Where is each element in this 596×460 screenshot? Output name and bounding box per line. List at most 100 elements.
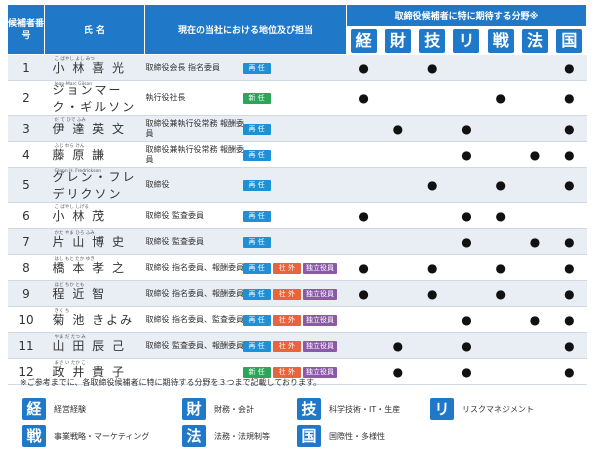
expectation-empty <box>552 202 587 229</box>
expectation-empty <box>415 80 450 116</box>
name-reading: ふじ わら けん <box>54 144 85 149</box>
badge-group: 再 任社 外独立役員 <box>242 262 339 274</box>
status-badge-out: 社 外 <box>272 340 301 352</box>
expectation-dot: ● <box>415 167 450 203</box>
expectation-empty <box>483 228 518 255</box>
category-icon: 法 <box>522 28 549 53</box>
expectation-dot: ● <box>449 358 484 385</box>
status-badge-out: 社 外 <box>272 288 301 300</box>
expectation-dot: ● <box>483 254 518 281</box>
category-icon: リ <box>453 28 480 53</box>
expectation-empty <box>517 80 553 116</box>
expectation-empty <box>517 280 553 307</box>
position-title: 取締役 監査委員、報酬委員 <box>145 340 245 350</box>
expectation-dot: ● <box>552 54 587 81</box>
expectation-empty <box>346 141 381 168</box>
legend-item: 技科学技術・IT・生産 <box>297 398 400 420</box>
badge-group: 再 任 <box>242 179 273 191</box>
badge-group: 再 任 <box>242 62 273 74</box>
candidate-name-cell: はし もと たか ゆき橋 本 孝 之 <box>44 254 145 281</box>
candidate-name: 政 井 貴 子 <box>52 365 126 379</box>
expectation-empty <box>449 54 484 81</box>
expectation-dot: ● <box>517 228 553 255</box>
expectation-dot: ● <box>346 80 381 116</box>
position-title: 取締役 指名委員、監査委員 <box>145 314 245 324</box>
status-badge-ind: 独立役員 <box>302 314 337 326</box>
status-badge-out: 社 外 <box>272 366 301 378</box>
status-badge-ind: 独立役員 <box>302 288 337 300</box>
candidate-name-cell: こ ばやし よし みつ小 林 喜 光 <box>44 54 145 81</box>
candidate-name-cell: ふじ わら けん藤 原 謙 <box>44 141 145 168</box>
name-reading: はし もと たか ゆき <box>54 257 95 262</box>
name-reading: きく ち <box>54 309 70 314</box>
expectation-dot: ● <box>449 306 484 333</box>
candidate-number: 8 <box>7 254 45 281</box>
badge-group: 再 任社 外独立役員 <box>242 288 339 300</box>
badge-group: 再 任社 外独立役員 <box>242 314 339 326</box>
status-badge-ind: 独立役員 <box>302 366 337 378</box>
candidate-number: 9 <box>7 280 45 307</box>
table-row: 8 はし もと たか ゆき橋 本 孝 之取締役 指名委員、報酬委員再 任社 外独立… <box>7 254 587 281</box>
badge-group: 再 任 <box>242 210 273 222</box>
badge-group: 新 任 <box>242 92 273 104</box>
legend-icon: 法 <box>182 425 206 447</box>
expectation-dot: ● <box>552 115 587 142</box>
candidate-number: 3 <box>7 115 45 142</box>
status-badge-ind: 独立役員 <box>302 262 337 274</box>
expectation-dot: ● <box>552 332 587 359</box>
category-icon: 戦 <box>487 28 514 53</box>
expectation-empty <box>380 141 416 168</box>
candidate-name: 程 近 智 <box>52 287 107 301</box>
expectation-dot: ● <box>552 358 587 385</box>
expectation-empty <box>415 358 450 385</box>
candidate-name: ジョンマーク・ギルソン <box>52 83 137 114</box>
expectation-empty <box>346 115 381 142</box>
expectation-empty <box>517 54 553 81</box>
expectation-empty <box>483 306 518 333</box>
position-title: 取締役 監査委員 <box>145 236 205 246</box>
header-expectation: 取締役候補者に特に期待する分野※ <box>346 4 587 27</box>
legend-item: 法法務・法規制等 <box>182 425 270 447</box>
legend-label: 法務・法規制等 <box>214 431 270 441</box>
name-reading: だ て ひで ふみ <box>54 118 86 123</box>
candidate-name-cell: こ ばやし しげる小 林 茂 <box>44 202 145 229</box>
status-badge-out: 社 外 <box>272 262 301 274</box>
legend-icon: 国 <box>297 425 321 447</box>
expectation-empty <box>415 306 450 333</box>
category-icon: 技 <box>419 28 446 53</box>
status-badge-re: 再 任 <box>242 210 271 222</box>
expectation-dot: ● <box>380 358 416 385</box>
expectation-dot: ● <box>552 280 587 307</box>
expectation-empty <box>449 254 484 281</box>
candidate-number: 10 <box>7 306 45 333</box>
position-cell: 取締役会長 指名委員 再 任 <box>144 54 347 81</box>
status-badge-re: 再 任 <box>242 314 271 326</box>
position-title: 取締役会長 指名委員 <box>145 62 221 72</box>
expectation-empty <box>517 358 553 385</box>
candidate-name: 藤 原 謙 <box>52 148 107 162</box>
badge-group: 再 任 <box>242 236 273 248</box>
candidate-name: 片 山 博 史 <box>52 235 126 249</box>
expectation-dot: ● <box>483 80 518 116</box>
expectation-empty <box>415 141 450 168</box>
expectation-dot: ● <box>552 167 587 203</box>
expectation-dot: ● <box>517 306 553 333</box>
badge-group: 新 任社 外独立役員 <box>242 366 339 378</box>
expectation-dot: ● <box>415 54 450 81</box>
legend-label: 国際性・多様性 <box>329 431 385 441</box>
table-row: 11 やま だ たつ み山 田 辰 己取締役 監査委員、報酬委員再 任社 外独立役… <box>7 332 587 359</box>
position-cell: 取締役 再 任 <box>144 167 347 203</box>
legend-label: 事業戦略・マーケティング <box>54 431 150 441</box>
expectation-dot: ● <box>346 254 381 281</box>
expectation-empty <box>449 80 484 116</box>
position-cell: 取締役 指名委員、報酬委員再 任社 外独立役員 <box>144 254 347 281</box>
expectation-empty <box>380 254 416 281</box>
expectation-empty <box>483 54 518 81</box>
expectation-empty <box>346 167 381 203</box>
expectation-dot: ● <box>552 80 587 116</box>
header-number: 候補者番号 <box>7 4 45 55</box>
header-position: 現在の当社における地位及び担当 <box>144 4 347 55</box>
candidate-number: 4 <box>7 141 45 168</box>
expectation-empty <box>380 306 416 333</box>
